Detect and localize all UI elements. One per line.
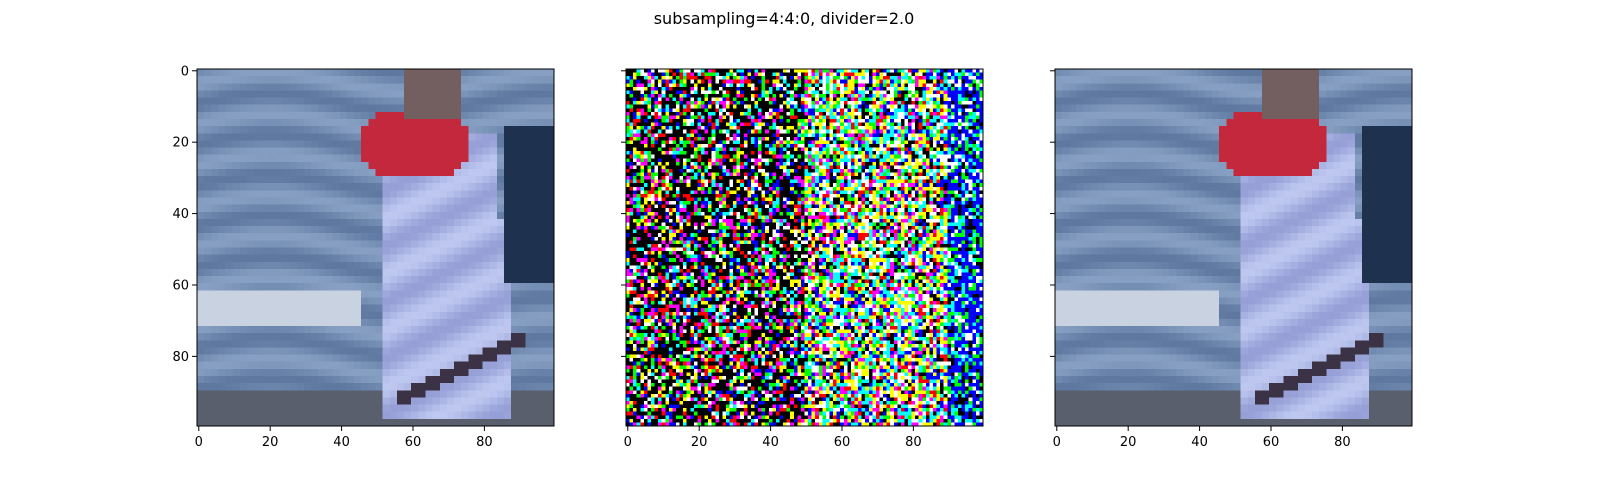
y-tick-label: 20 bbox=[172, 136, 189, 151]
right-axes-frame bbox=[1054, 68, 1413, 427]
y-tick-label: 40 bbox=[172, 207, 189, 222]
x-tick-label: 40 bbox=[333, 435, 350, 450]
x-tick-label: 60 bbox=[405, 435, 422, 450]
right-image bbox=[1055, 69, 1413, 427]
x-tick-label: 60 bbox=[834, 435, 851, 450]
x-tick-label: 80 bbox=[1334, 435, 1351, 450]
x-tick-label: 0 bbox=[195, 435, 203, 450]
panel-middle: 0 20 40 60 80 bbox=[621, 68, 984, 450]
panel-left: 0 20 40 60 80 0 20 40 60 80 bbox=[172, 64, 555, 450]
x-tick-label: 20 bbox=[1120, 435, 1137, 450]
middle-axes-frame bbox=[625, 68, 984, 427]
x-tick-label: 0 bbox=[1053, 435, 1061, 450]
y-tick-label: 80 bbox=[172, 350, 189, 365]
x-tick-label: 40 bbox=[762, 435, 779, 450]
x-tick-label: 0 bbox=[624, 435, 632, 450]
x-tick-label: 40 bbox=[1191, 435, 1208, 450]
x-tick-label: 80 bbox=[905, 435, 922, 450]
x-tick-label: 20 bbox=[262, 435, 279, 450]
middle-image bbox=[626, 69, 984, 427]
panel-right: 0 20 40 60 80 bbox=[1050, 68, 1413, 450]
figure-title: subsampling=4:4:0, divider=2.0 bbox=[654, 9, 915, 28]
left-axes-frame bbox=[196, 68, 555, 427]
x-tick-label: 60 bbox=[1263, 435, 1280, 450]
panels: 0 20 40 60 80 0 20 40 60 80 0 20 40 60 80 0 20 40 60 80 bbox=[172, 64, 1413, 450]
x-tick-label: 20 bbox=[691, 435, 708, 450]
y-tick-label: 60 bbox=[172, 278, 189, 293]
x-tick-label: 80 bbox=[476, 435, 493, 450]
y-tick-label: 0 bbox=[181, 64, 189, 79]
left-image bbox=[197, 69, 555, 427]
